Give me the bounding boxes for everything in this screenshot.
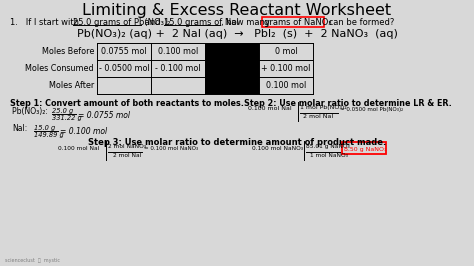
Bar bbox=[342, 142, 386, 154]
Text: 8.50 g NaNO₃: 8.50 g NaNO₃ bbox=[344, 147, 386, 152]
Text: 1 mol Pb(NO₃)₂: 1 mol Pb(NO₃)₂ bbox=[300, 105, 347, 110]
Text: 0.100 mol: 0.100 mol bbox=[266, 81, 306, 90]
Text: - 0.0500 mol: - 0.0500 mol bbox=[99, 64, 149, 73]
Text: 15.0 grams of NaI: 15.0 grams of NaI bbox=[164, 18, 239, 27]
Text: 1.   If I start with: 1. If I start with bbox=[10, 18, 82, 27]
Text: 149.89 g: 149.89 g bbox=[34, 132, 64, 138]
Text: Step 3: Use molar ratio to determine amount of product made.: Step 3: Use molar ratio to determine amo… bbox=[88, 138, 386, 147]
Text: = 0.0500 mol Pb(NO₃)₂: = 0.0500 mol Pb(NO₃)₂ bbox=[340, 107, 403, 112]
Text: can be formed?: can be formed? bbox=[326, 18, 394, 27]
Text: grams of NaNO₃: grams of NaNO₃ bbox=[264, 18, 332, 27]
Text: NaI:: NaI: bbox=[12, 124, 27, 133]
Text: Pb(NO₃)₂ (aq) +  2 NaI (aq)  →   PbI₂  (s)  +  2 NaNO₃  (aq): Pb(NO₃)₂ (aq) + 2 NaI (aq) → PbI₂ (s) + … bbox=[77, 29, 397, 39]
Text: 0 mol: 0 mol bbox=[274, 47, 297, 56]
Text: 1 mol NaNO₃: 1 mol NaNO₃ bbox=[310, 153, 348, 158]
Text: scienceclust  Ⓢ  mystic: scienceclust Ⓢ mystic bbox=[5, 258, 60, 263]
Text: 0.100 mol NaI: 0.100 mol NaI bbox=[58, 146, 100, 151]
Text: 0.100 mol NaNO₃: 0.100 mol NaNO₃ bbox=[252, 146, 303, 151]
Text: 25.0 grams of Pb(NO₃)₂: 25.0 grams of Pb(NO₃)₂ bbox=[73, 18, 170, 27]
Text: , how many: , how many bbox=[221, 18, 273, 27]
Text: 2 mol NaI: 2 mol NaI bbox=[303, 114, 333, 119]
Text: = 0.0755 mol: = 0.0755 mol bbox=[78, 110, 130, 119]
Text: 2 mol NaI: 2 mol NaI bbox=[113, 153, 141, 158]
Text: Moles Before: Moles Before bbox=[42, 47, 94, 56]
Text: 85.01 g NaNO₃: 85.01 g NaNO₃ bbox=[306, 144, 350, 149]
Text: - 0.100 mol: - 0.100 mol bbox=[155, 64, 201, 73]
Text: 25.0 g: 25.0 g bbox=[52, 108, 73, 114]
Text: = 0.100 mol NaNO₃: = 0.100 mol NaNO₃ bbox=[144, 146, 198, 151]
Text: 331.22 g: 331.22 g bbox=[52, 115, 82, 121]
Text: = 0.100 mol: = 0.100 mol bbox=[60, 127, 107, 136]
Text: Step 2: Use molar ratio to determine LR & ER.: Step 2: Use molar ratio to determine LR … bbox=[244, 99, 452, 108]
Bar bbox=[205, 43, 259, 94]
Text: Limiting & Excess Reactant Worksheet: Limiting & Excess Reactant Worksheet bbox=[82, 3, 392, 18]
Text: + 0.100 mol: + 0.100 mol bbox=[261, 64, 310, 73]
Text: Step 1: Convert amount of both reactants to moles.: Step 1: Convert amount of both reactants… bbox=[10, 99, 244, 108]
Text: 2 mol NaNO₃: 2 mol NaNO₃ bbox=[108, 144, 146, 149]
Text: 0.100 mol: 0.100 mol bbox=[158, 47, 198, 56]
Text: Moles After: Moles After bbox=[49, 81, 94, 90]
Text: Pb(NO₃)₂:: Pb(NO₃)₂: bbox=[12, 107, 50, 116]
Text: Moles Consumed: Moles Consumed bbox=[26, 64, 94, 73]
Bar bbox=[262, 17, 324, 27]
Text: 0.0755 mol: 0.0755 mol bbox=[101, 47, 147, 56]
Text: 15.0 g: 15.0 g bbox=[34, 125, 55, 131]
Text: 0.100 mol NaI: 0.100 mol NaI bbox=[248, 106, 292, 111]
Text: and: and bbox=[142, 18, 163, 27]
